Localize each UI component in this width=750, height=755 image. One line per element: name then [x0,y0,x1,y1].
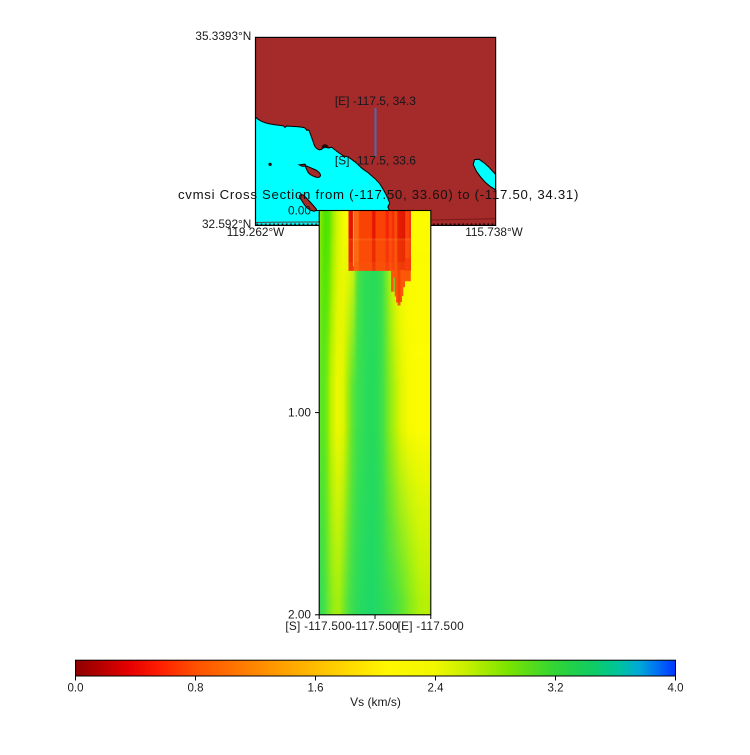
svg-text:2.4: 2.4 [428,682,445,694]
svg-text:cvmsi Cross Section from (-117: cvmsi Cross Section from (-117.50, 33.60… [178,187,579,202]
svg-text:115.738°W: 115.738°W [465,225,523,239]
svg-text:[E] -117.500: [E] -117.500 [398,619,465,633]
svg-text:32.592°N: 32.592°N [202,217,251,231]
svg-text:0.0: 0.0 [68,682,84,694]
svg-text:2.00: 2.00 [288,608,311,622]
svg-text:1.00: 1.00 [288,406,311,420]
svg-text:3.2: 3.2 [548,682,564,694]
svg-text:35.3393°N: 35.3393°N [195,29,251,43]
svg-text:[S] -117.500: [S] -117.500 [285,619,352,633]
svg-text:0.8: 0.8 [188,682,204,694]
svg-text:0.00: 0.00 [288,203,311,217]
svg-text:4.0: 4.0 [668,682,684,694]
svg-text:Vs (km/s): Vs (km/s) [350,695,401,709]
svg-text:[S] -117.5, 33.6: [S] -117.5, 33.6 [335,153,416,167]
svg-text:119.262°W: 119.262°W [227,225,285,239]
svg-text:[E] -117.5, 34.3: [E] -117.5, 34.3 [335,94,416,108]
svg-text:1.6: 1.6 [308,682,324,694]
svg-text:-117.500: -117.500 [351,619,399,633]
